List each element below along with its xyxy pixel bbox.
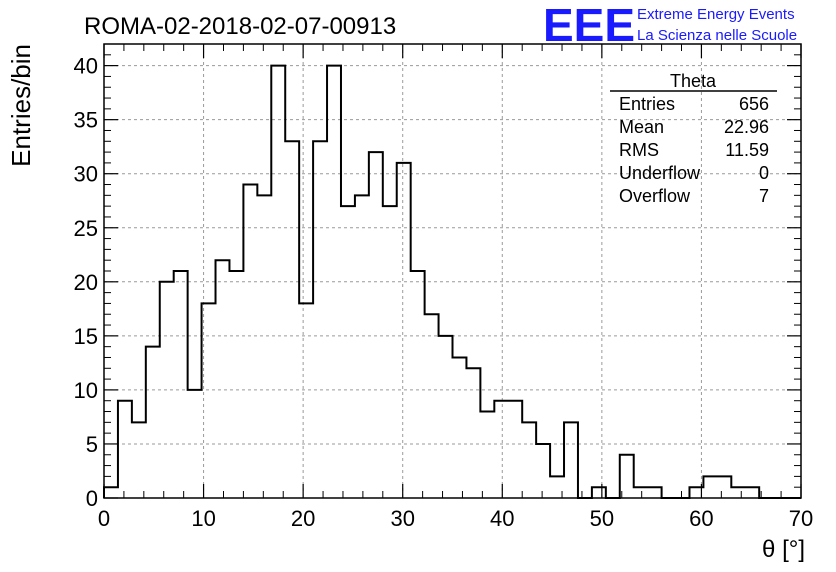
- stats-row-label: Underflow: [619, 163, 701, 183]
- y-tick-label: 40: [74, 54, 98, 79]
- grid-lines: [104, 44, 801, 498]
- logo-line-2: La Scienza nelle Scuole: [637, 27, 797, 44]
- x-tick-labels: 0 10 20 30 40 50 60 70: [98, 506, 813, 531]
- x-tick-label: 0: [98, 506, 110, 531]
- x-tick-label: 40: [490, 506, 514, 531]
- axis-ticks: [103, 43, 802, 499]
- stats-row-value: 0: [759, 163, 769, 183]
- stats-row-label: Entries: [619, 94, 675, 114]
- stats-row-value: 22.96: [724, 117, 769, 137]
- y-tick-label: 15: [74, 324, 98, 349]
- histogram-outline: [103, 64, 801, 499]
- y-tick-labels: 0 5 10 15 20 25 30 35 40: [74, 54, 98, 511]
- x-tick-label: 10: [191, 506, 215, 531]
- plot-frame: [103, 43, 802, 499]
- x-tick-label: 50: [590, 506, 614, 531]
- y-tick-label: 5: [86, 432, 98, 457]
- x-tick-label: 20: [291, 506, 315, 531]
- stats-row-label: RMS: [619, 140, 659, 160]
- stats-row-label: Mean: [619, 117, 664, 137]
- x-tick-label: 70: [789, 506, 813, 531]
- stats-row-value: 11.59: [725, 140, 769, 160]
- y-tick-label: 25: [74, 216, 98, 241]
- x-tick-label: 60: [689, 506, 713, 531]
- y-tick-label: 10: [74, 378, 98, 403]
- chart-title: ROMA-02-2018-02-07-00913: [84, 13, 396, 40]
- stats-row-value: 656: [739, 94, 769, 114]
- stats-box: Theta Entries 656 Mean 22.96 RMS 11.59 Underfl…: [610, 71, 777, 206]
- logo-mark: EEE: [543, 0, 635, 51]
- x-tick-label: 30: [390, 506, 414, 531]
- y-axis-label: Entries/bin: [6, 44, 36, 167]
- stats-title: Theta: [670, 71, 717, 91]
- logo-line-1: Extreme Energy Events: [637, 6, 795, 23]
- stats-row-label: Overflow: [619, 186, 691, 206]
- y-tick-label: 0: [86, 486, 98, 511]
- stats-rows: Entries 656 Mean 22.96 RMS 11.59 Underflow 0 Ove…: [619, 94, 769, 206]
- x-axis-label: θ [°]: [762, 536, 805, 563]
- logo: EEE Extreme Energy Events La Scienza nel…: [543, 0, 797, 51]
- y-tick-label: 20: [74, 270, 98, 295]
- y-tick-label: 35: [74, 108, 98, 133]
- stats-row-value: 7: [759, 186, 769, 206]
- y-tick-label: 30: [74, 162, 98, 187]
